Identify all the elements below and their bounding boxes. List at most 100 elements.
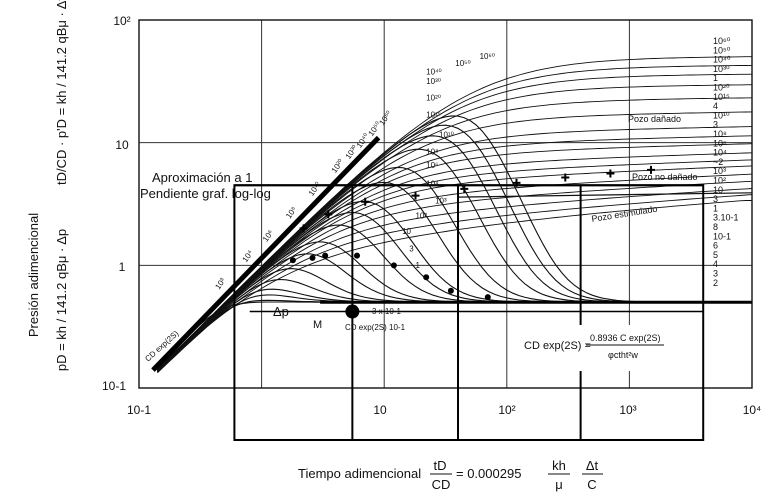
y-tick-label: 1 <box>119 260 126 274</box>
x-frac1-num: tD <box>434 458 447 473</box>
inner-curve-label: 10⁶⁰ <box>480 52 495 61</box>
pressure-curve <box>157 152 753 371</box>
pressure-curve <box>157 180 753 370</box>
right-curve-label: 10²⁰ <box>713 83 730 93</box>
right-curve-label: 10⁵⁰ <box>713 45 731 55</box>
inner-curve-label: 10³ <box>435 196 447 205</box>
right-curve-label: 3.10-1 <box>713 213 739 223</box>
inner-curve-label: 10 <box>402 227 411 236</box>
pressure-curve <box>157 173 753 370</box>
x-frac2-den: μ <box>555 477 563 492</box>
overlay-rect <box>233 184 705 441</box>
right-curve-label: 4 <box>713 101 718 111</box>
right-curve-label: 3 <box>713 120 718 130</box>
slope-curve-label: 10⁶⁰ <box>377 109 393 127</box>
right-curve-label: 1 <box>713 73 718 83</box>
right-curve-label: 8 <box>713 222 718 232</box>
annotation-pendiente: Pendiente graf. log-log <box>140 186 271 201</box>
x-axis-eq: = 0.000295 <box>456 466 521 481</box>
right-curve-label: ~2 <box>713 157 723 167</box>
grid <box>139 20 752 388</box>
slope-curve-label: 10⁴ <box>241 248 256 264</box>
right-curve-label: 10³ <box>713 166 726 176</box>
x-axis-prefix: Tiempo adimencional <box>298 466 421 481</box>
dot-marker <box>423 274 430 281</box>
formula-num: 0.8936 C exp(2S) <box>590 333 661 343</box>
inner-curve-label: 10⁶ <box>426 161 438 170</box>
right-curve-label: 6 <box>713 241 718 251</box>
inner-curve-label: 10⁴ <box>426 179 439 188</box>
right-curve-label: 10⁶ <box>713 138 727 148</box>
right-curve-label: 10 <box>713 185 723 195</box>
x-frac3-num: Δt <box>586 458 599 473</box>
pressure-curve <box>157 159 753 371</box>
slope-curve-label: 10⁸ <box>284 205 298 220</box>
y-tick-label: 10-1 <box>102 379 126 393</box>
pressure-curve <box>157 143 753 371</box>
right-curve-label: 4 <box>713 259 718 269</box>
plot-frame <box>138 19 753 389</box>
right-curve-label: 3 <box>713 269 718 279</box>
dot-marker <box>289 257 296 264</box>
right-curve-label: 10¹⁰ <box>713 110 730 120</box>
x-tick-label: 10³ <box>619 403 636 417</box>
dot-marker <box>484 294 491 301</box>
dot-marker <box>390 262 397 269</box>
inner-curve-label: 10⁴⁰ <box>426 67 442 76</box>
pressure-curve <box>157 200 752 370</box>
right-curve-label: 2 <box>713 278 718 288</box>
pressure-curve <box>157 135 753 371</box>
dot-marker <box>354 252 361 259</box>
pressure-curve <box>157 188 753 370</box>
annotation-cd-small: CD exp(2S) 10-1 <box>345 323 406 332</box>
right-curve-label: 10⁸ <box>713 129 727 139</box>
slope-curve-label: 10⁶ <box>261 228 275 243</box>
x-tick-label: 10-1 <box>127 403 151 417</box>
pressure-curve <box>157 126 753 371</box>
plus-marker <box>411 191 420 200</box>
inner-curve-label: 10² <box>415 212 427 221</box>
inner-curve-label: 10¹⁰ <box>439 131 454 140</box>
right-curve-label: 1 <box>713 203 718 213</box>
inner-curve-label: 1 <box>415 261 420 270</box>
x-tick-label: 10 <box>373 403 387 417</box>
x-frac1-den: CD <box>432 477 451 492</box>
y-axis-label-2: pD = kh / 141.2 qBμ · Δp <box>54 229 69 371</box>
overlay-box <box>233 184 705 441</box>
plot-border <box>138 19 753 389</box>
right-curve-label: 3 <box>713 194 718 204</box>
x-axis-label: Tiempo adimencional tD CD = 0.000295 kh … <box>298 458 603 492</box>
plus-marker <box>299 224 308 233</box>
x-tick-label: 10⁴ <box>743 403 762 417</box>
formula-lhs: CD exp(2S) = <box>524 340 591 352</box>
plus-marker <box>324 210 333 219</box>
slope-curve-label: 10³ <box>213 276 227 291</box>
y-axis-label-3: tD/CD · p'D = kh / 141.2 qBμ · Δt Δp' <box>54 0 69 185</box>
inner-curve-label: 3 <box>409 244 414 253</box>
pressure-curve <box>157 111 753 371</box>
inner-curve-label: 10¹⁵ <box>426 111 441 120</box>
annotation-pozo-danado: Pozo dañado <box>628 114 681 124</box>
right-curve-label: 10³⁰ <box>713 64 730 74</box>
annotation-aprox: Aproximación a 1 <box>152 170 252 185</box>
inner-curve-label: 10⁸ <box>426 148 438 157</box>
inner-curve-label: 10³⁰ <box>426 77 441 86</box>
x-frac3-den: C <box>587 477 596 492</box>
annotation-m: M <box>313 319 322 331</box>
inner-curve-label: 10²⁰ <box>426 94 441 103</box>
unit-slope-line <box>151 135 381 372</box>
right-curve-label: 10⁴⁰ <box>713 55 731 65</box>
plus-marker <box>561 173 570 182</box>
plus-marker <box>606 169 615 178</box>
y-tick-label: 10 <box>115 138 129 152</box>
right-curve-label: 10¹⁵ <box>713 92 730 102</box>
annotation-delta-p: Δp <box>273 304 289 319</box>
right-curve-label: 10² <box>713 176 726 186</box>
pressure-curve <box>157 194 753 370</box>
dot-marker <box>447 287 454 294</box>
dot-marker <box>322 252 329 259</box>
y-axis-label-1: Presión adimencional <box>26 213 41 337</box>
formula-box: CD exp(2S) = 0.8936 C exp(2S) φctht²w <box>522 325 670 371</box>
